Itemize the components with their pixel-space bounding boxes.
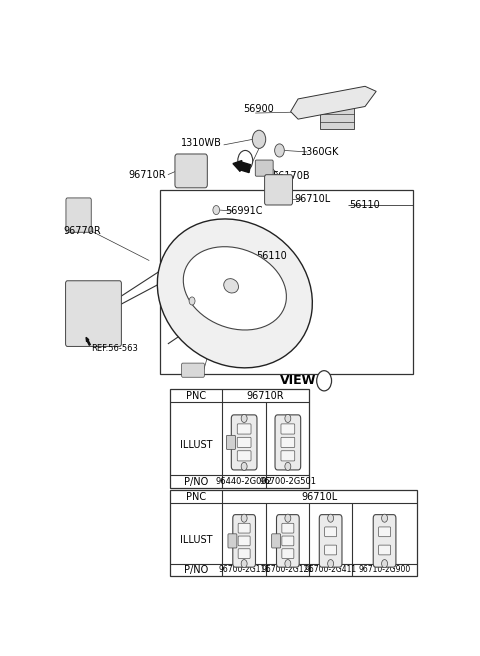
FancyBboxPatch shape <box>379 527 391 537</box>
Text: 96700-2G121: 96700-2G121 <box>262 565 314 575</box>
FancyBboxPatch shape <box>281 438 295 447</box>
Text: 96700-2G411: 96700-2G411 <box>305 565 357 575</box>
FancyBboxPatch shape <box>255 160 273 176</box>
Text: 96710L: 96710L <box>295 194 331 204</box>
Text: P/NO: P/NO <box>184 476 208 487</box>
Text: 96700-2G501: 96700-2G501 <box>259 477 316 486</box>
FancyBboxPatch shape <box>238 536 250 546</box>
Text: P/NO: P/NO <box>184 565 208 575</box>
FancyBboxPatch shape <box>282 549 294 558</box>
Ellipse shape <box>157 219 312 368</box>
FancyBboxPatch shape <box>231 415 257 470</box>
Circle shape <box>241 560 247 567</box>
FancyBboxPatch shape <box>276 515 299 567</box>
Text: 96710R: 96710R <box>247 391 284 401</box>
Text: 1310WB: 1310WB <box>181 138 222 148</box>
Bar <box>170 390 309 488</box>
Circle shape <box>189 297 195 305</box>
Circle shape <box>275 144 284 157</box>
FancyBboxPatch shape <box>319 515 342 567</box>
FancyBboxPatch shape <box>282 523 294 533</box>
FancyBboxPatch shape <box>275 415 300 470</box>
Text: PNC: PNC <box>186 492 206 502</box>
Text: VIEW: VIEW <box>280 375 316 387</box>
Ellipse shape <box>183 247 287 330</box>
FancyBboxPatch shape <box>282 536 294 546</box>
Circle shape <box>285 560 291 567</box>
Bar <box>321 102 354 129</box>
Text: 56170B: 56170B <box>272 171 310 180</box>
Circle shape <box>328 514 334 522</box>
Text: 96710-2G900: 96710-2G900 <box>359 565 411 575</box>
Text: 1360GK: 1360GK <box>301 147 339 157</box>
Text: 96440-2G002: 96440-2G002 <box>216 477 273 486</box>
Circle shape <box>252 131 266 148</box>
Circle shape <box>382 560 387 567</box>
Text: 96700-2G111: 96700-2G111 <box>218 565 270 575</box>
FancyBboxPatch shape <box>237 451 251 461</box>
Polygon shape <box>290 87 376 119</box>
Text: 96770L: 96770L <box>228 270 264 279</box>
FancyArrow shape <box>86 337 90 345</box>
FancyArrow shape <box>233 161 251 173</box>
FancyBboxPatch shape <box>237 424 251 434</box>
FancyBboxPatch shape <box>324 527 336 537</box>
Text: REF.56-563: REF.56-563 <box>92 344 139 354</box>
FancyBboxPatch shape <box>227 436 235 449</box>
Text: 56110: 56110 <box>349 200 381 210</box>
Text: 96710L: 96710L <box>301 492 337 502</box>
Circle shape <box>317 371 332 391</box>
FancyBboxPatch shape <box>238 549 250 558</box>
FancyBboxPatch shape <box>324 545 336 555</box>
Text: 96710R: 96710R <box>128 170 166 180</box>
Circle shape <box>382 514 387 522</box>
FancyBboxPatch shape <box>373 515 396 567</box>
FancyBboxPatch shape <box>238 523 250 533</box>
Bar <box>160 190 413 374</box>
FancyBboxPatch shape <box>228 534 237 548</box>
Circle shape <box>241 514 247 522</box>
Text: 56991C: 56991C <box>226 206 263 216</box>
Circle shape <box>241 415 247 422</box>
Bar <box>170 491 417 576</box>
FancyBboxPatch shape <box>272 534 281 548</box>
FancyBboxPatch shape <box>281 424 295 434</box>
Circle shape <box>285 415 291 422</box>
FancyBboxPatch shape <box>181 363 204 377</box>
Ellipse shape <box>224 279 239 293</box>
FancyBboxPatch shape <box>281 451 295 461</box>
Circle shape <box>285 462 291 470</box>
Text: PNC: PNC <box>186 391 206 401</box>
Circle shape <box>238 150 252 171</box>
FancyBboxPatch shape <box>264 174 292 205</box>
Text: ILLUST: ILLUST <box>180 535 212 544</box>
FancyBboxPatch shape <box>66 281 121 346</box>
Text: 96770R: 96770R <box>63 226 101 236</box>
Text: 56110: 56110 <box>257 251 288 260</box>
Text: ILLUST: ILLUST <box>180 440 212 450</box>
Circle shape <box>241 462 247 470</box>
Text: 56900: 56900 <box>244 104 275 114</box>
FancyBboxPatch shape <box>233 515 255 567</box>
Circle shape <box>285 514 291 522</box>
Text: A: A <box>242 156 249 165</box>
FancyBboxPatch shape <box>175 154 207 188</box>
Text: A: A <box>321 377 328 385</box>
FancyBboxPatch shape <box>66 198 91 232</box>
Circle shape <box>213 205 219 215</box>
Circle shape <box>328 560 334 567</box>
FancyBboxPatch shape <box>237 438 251 447</box>
FancyBboxPatch shape <box>379 545 391 555</box>
